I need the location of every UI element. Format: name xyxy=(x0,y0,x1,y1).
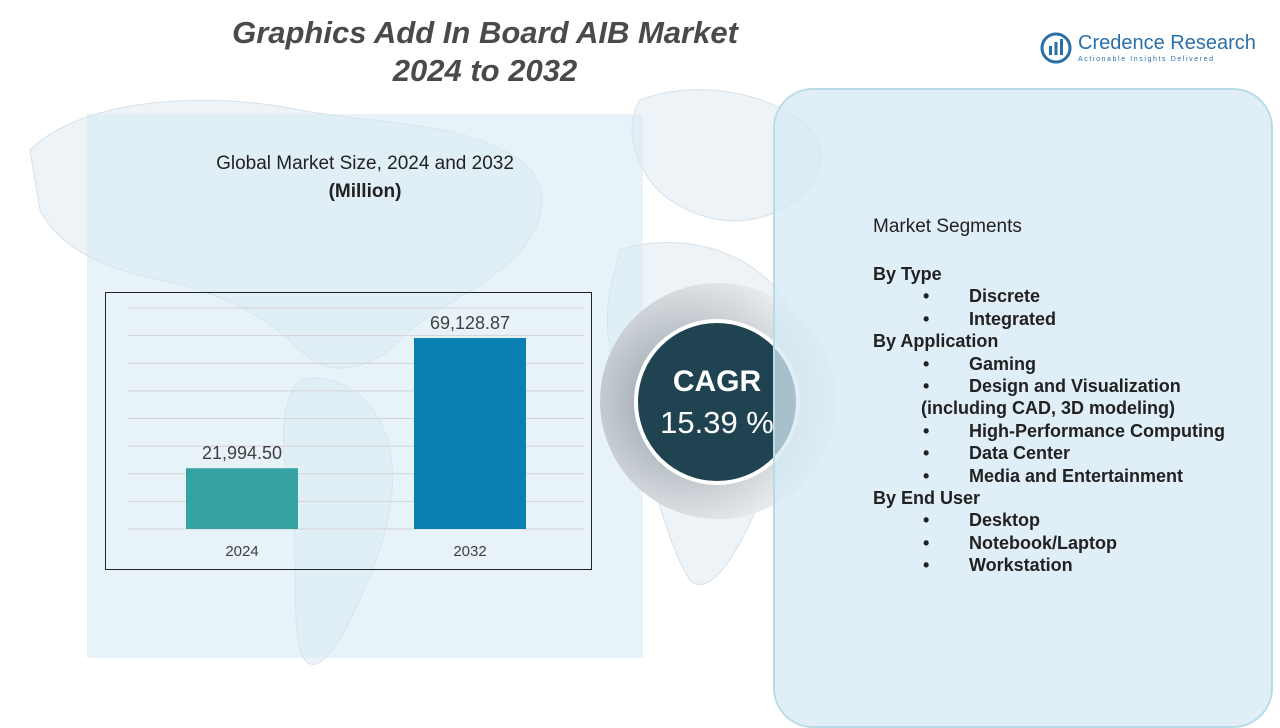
bullet-icon: • xyxy=(923,286,930,307)
bullet-icon: • xyxy=(923,465,930,486)
bullet-icon: • xyxy=(923,555,930,576)
segment-item: • High-Performance Computing xyxy=(873,420,1273,442)
segment-item-text: Integrated xyxy=(969,308,1057,329)
title-line-1: Graphics Add In Board AIB Market xyxy=(232,15,738,50)
segment-item-text: High-Performance Computing xyxy=(969,420,1226,441)
segment-item-text: Design and Visualization xyxy=(969,376,1181,397)
segment-item-text: Notebook/Laptop xyxy=(969,532,1117,553)
bullet-icon: • xyxy=(923,353,930,374)
segment-item-text: Media and Entertainment xyxy=(969,465,1184,486)
segment-group: By Type • Discrete • Integrated xyxy=(873,263,1273,330)
bullet-icon: • xyxy=(923,376,930,397)
bar-chart-frame: 21,994.50 2024 69,128.87 2032 xyxy=(105,292,592,570)
segment-item: • Design and Visualization xyxy=(873,375,1273,397)
segments-list: By Type • Discrete • Integrated By Applicatio… xyxy=(873,263,1273,577)
bullet-icon: • xyxy=(923,420,930,441)
credence-research-logo: Credence Research Actionable Insights De… xyxy=(1040,30,1260,70)
segment-item: • Data Center xyxy=(873,442,1273,464)
logo-tagline: Actionable Insights Delivered xyxy=(1078,56,1215,63)
cagr-value: 15.39 % xyxy=(660,405,774,440)
segment-item-text: Workstation xyxy=(969,555,1073,576)
title-line-2: 2024 to 2032 xyxy=(392,53,578,88)
segments-panel xyxy=(773,88,1273,728)
market-size-panel xyxy=(87,114,643,658)
segment-item-text: Gaming xyxy=(969,353,1037,374)
logo-mark-icon xyxy=(1040,32,1072,64)
x-tick-label-2024: 2024 xyxy=(225,543,258,560)
chart-title: Global Market Size, 2024 and 2032 (Milli… xyxy=(87,150,643,206)
cagr-label: CAGR xyxy=(672,365,762,398)
bullet-icon: • xyxy=(923,510,930,531)
page-title: Graphics Add In Board AIB Market 2024 to… xyxy=(160,14,810,90)
segment-group: By End User • Desktop • Notebook/Laptop • Work… xyxy=(873,487,1273,577)
segment-group-title: By Application xyxy=(873,331,999,352)
bullet-icon: • xyxy=(923,308,930,329)
x-tick-label-2032: 2032 xyxy=(453,543,486,560)
segment-item-text: (including CAD, 3D modeling) xyxy=(921,398,1175,419)
cagr-badge: CAGR 15.39 % xyxy=(634,319,800,485)
bullet-icon: • xyxy=(923,532,930,553)
segment-item-text: Discrete xyxy=(969,286,1041,307)
bar-2024 xyxy=(186,468,298,529)
chart-unit: (Million) xyxy=(328,181,402,202)
segment-group-title: By End User xyxy=(873,488,981,509)
segment-item: • Gaming xyxy=(873,353,1273,375)
segment-group: By Application • Gaming • Design and Visuali… xyxy=(873,330,1273,487)
bar-2032 xyxy=(414,338,526,529)
chart-title-text: Global Market Size, 2024 and 2032 xyxy=(216,153,514,174)
segment-item-text: Data Center xyxy=(969,443,1071,464)
segment-item: (including CAD, 3D modeling) xyxy=(873,397,1273,419)
bar-chart: 21,994.50 2024 69,128.87 2032 xyxy=(128,307,584,560)
segment-item: • Workstation xyxy=(873,554,1273,576)
segment-item: • Integrated xyxy=(873,308,1273,330)
segment-group-title: By Type xyxy=(873,264,942,284)
segment-item: • Notebook/Laptop xyxy=(873,532,1273,554)
segment-item: • Discrete xyxy=(873,285,1273,307)
segment-item-text: Desktop xyxy=(969,510,1041,531)
data-label-2032: 69,128.87 xyxy=(430,313,510,333)
segment-item: • Desktop xyxy=(873,509,1273,531)
logo-name: Credence Research xyxy=(1078,32,1256,54)
segments-heading: Market Segments xyxy=(873,216,1022,237)
segment-item: • Media and Entertainment xyxy=(873,465,1273,487)
bullet-icon: • xyxy=(923,443,930,464)
data-label-2024: 21,994.50 xyxy=(202,443,282,463)
